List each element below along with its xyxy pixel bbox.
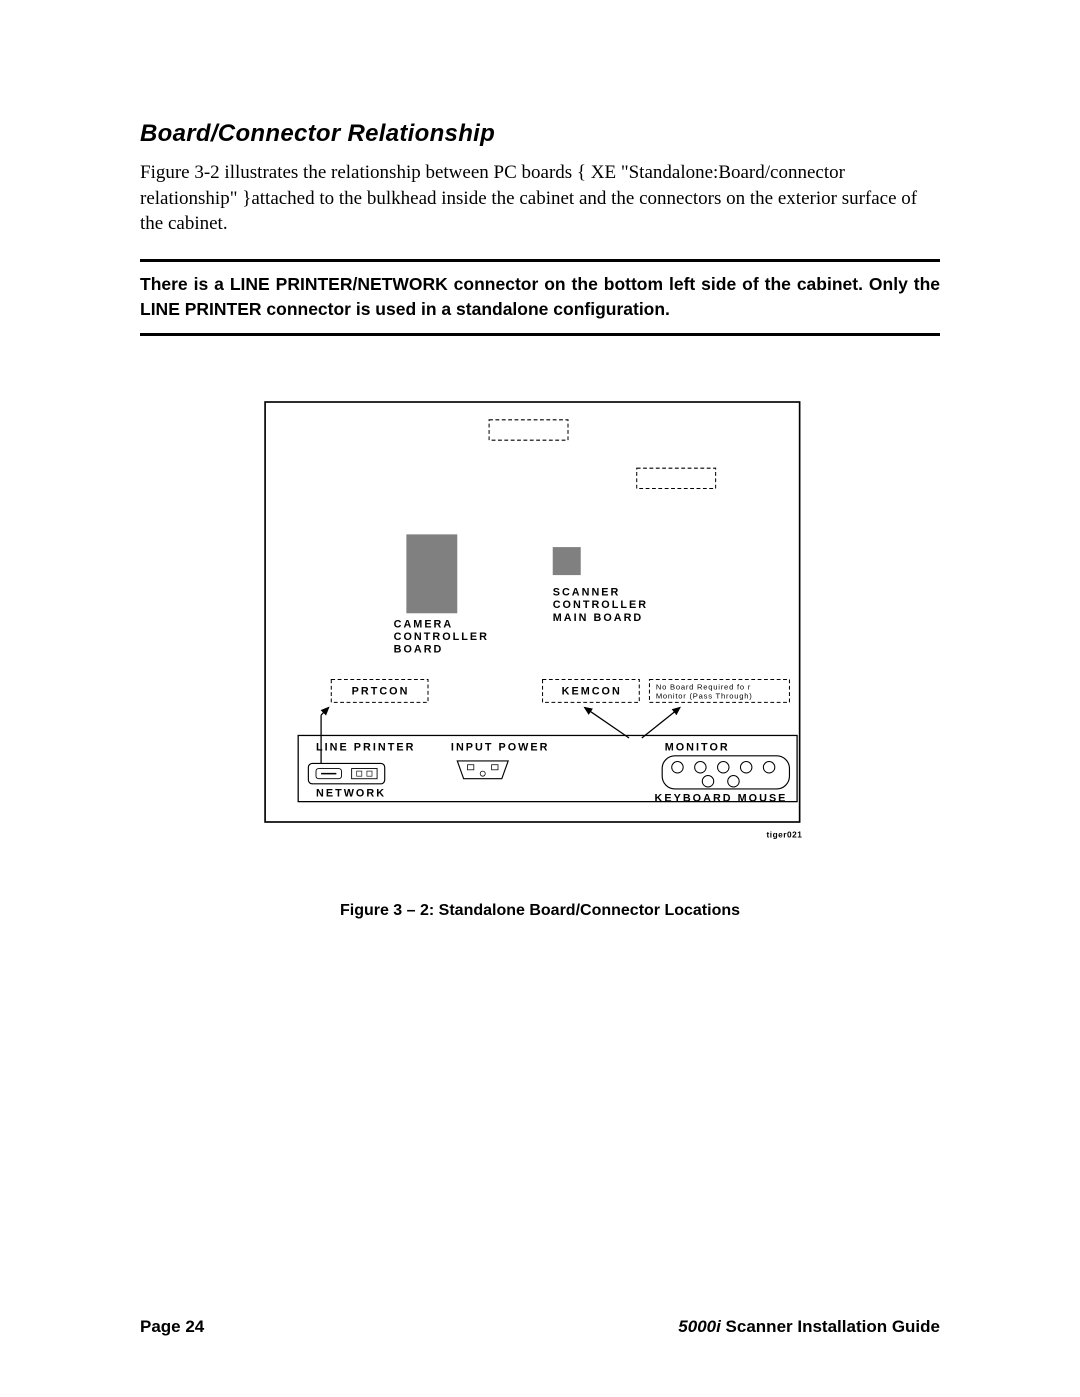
page: Board/Connector Relationship Figure 3-2 … <box>0 0 1080 1397</box>
figure-id-label: tiger021 <box>767 830 803 839</box>
figure-container: CAMERA CONTROLLER BOARD SCANNER CONTROLL… <box>140 396 940 856</box>
prtcon-label: PRTCON <box>352 685 410 697</box>
figure-caption: Figure 3 – 2: Standalone Board/Connector… <box>140 902 940 920</box>
page-footer: Page 24 5000i Scanner Installation Guide <box>140 1317 940 1337</box>
note-box: There is a LINE PRINTER/NETWORK connecto… <box>140 259 940 336</box>
input-power-label: INPUT POWER <box>451 741 550 753</box>
section-heading: Board/Connector Relationship <box>140 120 940 148</box>
keyboard-mouse-label: KEYBOARD MOUSE <box>655 792 788 804</box>
kemcon-label: KEMCON <box>562 685 622 697</box>
line-printer-label: LINE PRINTER <box>316 741 415 753</box>
doc-title: 5000i Scanner Installation Guide <box>678 1317 940 1337</box>
page-number: Page 24 <box>140 1317 204 1337</box>
network-label: NETWORK <box>316 787 386 799</box>
board-connector-diagram: CAMERA CONTROLLER BOARD SCANNER CONTROLL… <box>260 396 820 856</box>
intro-paragraph: Figure 3-2 illustrates the relationship … <box>140 160 940 237</box>
noboard-label: No Board Required fo r Monitor (Pass Thr… <box>656 682 754 700</box>
monitor-label: MONITOR <box>665 741 730 753</box>
